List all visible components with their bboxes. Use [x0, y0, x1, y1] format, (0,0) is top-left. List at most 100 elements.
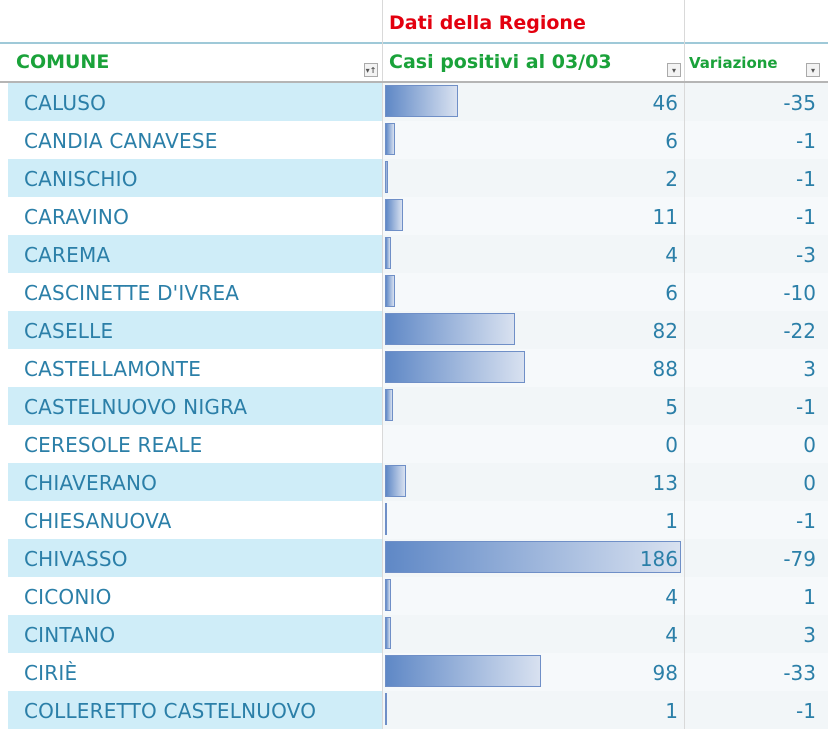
data-bar: [385, 123, 395, 155]
table-row: CICONIO 4 1: [0, 577, 828, 615]
casi-value: 2: [665, 167, 678, 191]
cell-comune[interactable]: CHIAVERANO: [0, 463, 382, 501]
casi-value: 11: [652, 205, 678, 229]
cell-variazione[interactable]: 0: [684, 463, 828, 501]
cell-comune[interactable]: CICONIO: [0, 577, 382, 615]
cell-variazione[interactable]: -79: [684, 539, 828, 577]
cell-variazione[interactable]: -33: [684, 653, 828, 691]
cell-variazione[interactable]: 3: [684, 349, 828, 387]
cell-casi[interactable]: 98: [382, 653, 684, 691]
cell-variazione[interactable]: -22: [684, 311, 828, 349]
cell-comune[interactable]: CHIVASSO: [0, 539, 382, 577]
cell-casi[interactable]: 88: [382, 349, 684, 387]
table-row: CANISCHIO 2 -1: [0, 159, 828, 197]
table-row: CARAVINO 11 -1: [0, 197, 828, 235]
table-row: CASTELNUOVO NIGRA 5 -1: [0, 387, 828, 425]
cell-casi[interactable]: 1: [382, 691, 684, 729]
casi-value: 6: [665, 281, 678, 305]
table-row: CASTELLAMONTE 88 3: [0, 349, 828, 387]
cell-variazione[interactable]: -1: [684, 159, 828, 197]
casi-value: 46: [652, 91, 678, 115]
cell-comune[interactable]: CASCINETTE D'IVREA: [0, 273, 382, 311]
data-bar: [385, 465, 406, 497]
casi-value: 13: [652, 471, 678, 495]
table-row: CALUSO 46 -35: [0, 83, 828, 121]
cell-casi[interactable]: 4: [382, 577, 684, 615]
cell-comune[interactable]: CANDIA CANAVESE: [0, 121, 382, 159]
data-bar: [385, 579, 392, 611]
table-row: CINTANO 4 3: [0, 615, 828, 653]
cell-comune[interactable]: CHIESANUOVA: [0, 501, 382, 539]
cell-comune[interactable]: CALUSO: [0, 83, 382, 121]
data-bar: [385, 693, 387, 725]
data-bar: [385, 617, 392, 649]
data-bar: [385, 199, 403, 231]
sort-filter-icon[interactable]: ▾↑: [364, 63, 378, 77]
cell-casi[interactable]: 2: [382, 159, 684, 197]
cell-c1[interactable]: [684, 0, 828, 42]
data-bar: [385, 161, 389, 193]
cell-variazione[interactable]: 0: [684, 425, 828, 463]
header-casi[interactable]: Casi positivi al 03/03 ▾: [382, 42, 684, 81]
cell-casi[interactable]: 4: [382, 235, 684, 273]
cell-variazione[interactable]: -1: [684, 387, 828, 425]
cell-variazione[interactable]: 3: [684, 615, 828, 653]
group-title[interactable]: Dati della Regione: [382, 0, 684, 42]
cell-variazione[interactable]: -1: [684, 197, 828, 235]
casi-value: 4: [665, 623, 678, 647]
header-comune[interactable]: COMUNE ▾↑: [0, 42, 382, 81]
cell-variazione[interactable]: -10: [684, 273, 828, 311]
cell-comune[interactable]: CASTELNUOVO NIGRA: [0, 387, 382, 425]
cell-casi[interactable]: 186: [382, 539, 684, 577]
cell-variazione[interactable]: -35: [684, 83, 828, 121]
table-row: CANDIA CANAVESE 6 -1: [0, 121, 828, 159]
cell-casi[interactable]: 11: [382, 197, 684, 235]
cell-comune[interactable]: CASTELLAMONTE: [0, 349, 382, 387]
data-bar: [385, 389, 393, 421]
header-variazione-label: Variazione: [689, 54, 778, 72]
casi-value: 4: [665, 243, 678, 267]
cell-casi[interactable]: 6: [382, 273, 684, 311]
casi-value: 5: [665, 395, 678, 419]
cell-variazione[interactable]: -3: [684, 235, 828, 273]
cell-casi[interactable]: 46: [382, 83, 684, 121]
table-header-row: COMUNE ▾↑ Casi positivi al 03/03 ▾ Varia…: [0, 42, 828, 83]
cell-casi[interactable]: 82: [382, 311, 684, 349]
table-row: CIRIÈ 98 -33: [0, 653, 828, 691]
cell-casi[interactable]: 6: [382, 121, 684, 159]
cell-casi[interactable]: 5: [382, 387, 684, 425]
cell-comune[interactable]: CANISCHIO: [0, 159, 382, 197]
table-row: CASELLE 82 -22: [0, 311, 828, 349]
filter-dropdown-icon[interactable]: ▾: [667, 63, 681, 77]
table-row: CHIVASSO 186 -79: [0, 539, 828, 577]
header-variazione[interactable]: Variazione ▾: [684, 42, 828, 81]
cell-comune[interactable]: CERESOLE REALE: [0, 425, 382, 463]
table-row: CERESOLE REALE 0 0: [0, 425, 828, 463]
cell-comune[interactable]: CIRIÈ: [0, 653, 382, 691]
casi-value: 82: [652, 319, 678, 343]
cell-variazione[interactable]: 1: [684, 577, 828, 615]
cell-variazione[interactable]: -1: [684, 121, 828, 159]
cell-comune[interactable]: CARAVINO: [0, 197, 382, 235]
table-row: CAREMA 4 -3: [0, 235, 828, 273]
data-bar: [385, 655, 541, 687]
cell-comune[interactable]: CASELLE: [0, 311, 382, 349]
data-bar: [385, 237, 392, 269]
casi-value: 88: [652, 357, 678, 381]
cell-variazione[interactable]: -1: [684, 691, 828, 729]
cell-comune[interactable]: COLLERETTO CASTELNUOVO: [0, 691, 382, 729]
data-bar: [385, 351, 526, 383]
cell-casi[interactable]: 0: [382, 425, 684, 463]
cell-casi[interactable]: 4: [382, 615, 684, 653]
header-casi-label: Casi positivi al 03/03: [389, 51, 612, 73]
filter-dropdown-icon[interactable]: ▾: [806, 63, 820, 77]
cell-comune[interactable]: CAREMA: [0, 235, 382, 273]
cell-casi[interactable]: 1: [382, 501, 684, 539]
table-row: COLLERETTO CASTELNUOVO 1 -1: [0, 691, 828, 729]
cell-a1[interactable]: [0, 0, 382, 42]
table-row: CASCINETTE D'IVREA 6 -10: [0, 273, 828, 311]
cell-comune[interactable]: CINTANO: [0, 615, 382, 653]
data-bar: [385, 541, 681, 573]
cell-casi[interactable]: 13: [382, 463, 684, 501]
cell-variazione[interactable]: -1: [684, 501, 828, 539]
